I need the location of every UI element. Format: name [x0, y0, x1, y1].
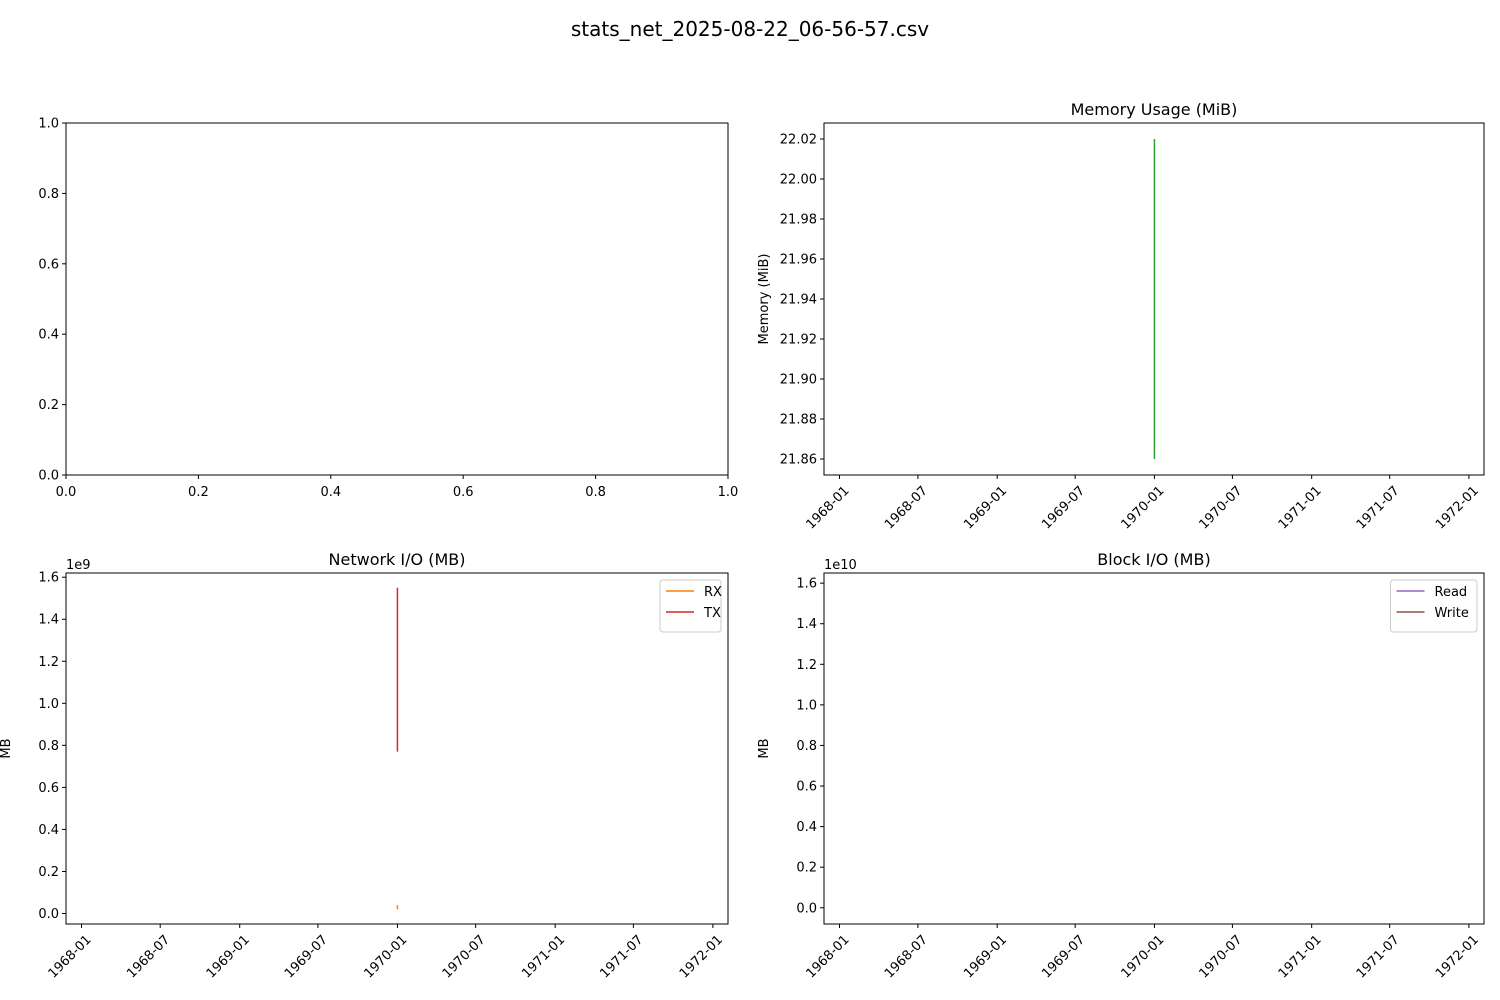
charts-network-y-scale-offset: 1e9 [66, 558, 91, 573]
charts-empty-y-tick-label: 0.0 [38, 469, 59, 484]
charts-empty-x-tick-label: 1.0 [718, 485, 739, 500]
charts-network-legend-label-rx: RX [704, 585, 722, 600]
charts-network-y-tick-label: 1.6 [38, 571, 59, 586]
charts-network-legend-label-tx: TX [703, 606, 721, 621]
charts-empty-x-tick-label: 0.4 [320, 485, 341, 500]
charts-block-legend-label-write: Write [1435, 606, 1469, 621]
charts-block-y-axis-label: MB [757, 738, 772, 758]
charts-block-y-scale-offset: 1e10 [824, 558, 857, 573]
charts-empty-plot-area [65, 122, 729, 476]
charts-block-y-tick-label: 0.8 [796, 739, 817, 754]
charts-memory-y-tick-label: 21.86 [780, 453, 817, 468]
charts-block-y-tick-label: 1.4 [796, 617, 817, 632]
charts-network-panel: Network I/O (MB) MB 1e9 0.0 0.2 0.4 0.6 0.8 1.0 1… [0, 550, 729, 981]
charts-empty-x-tick-label: 0.0 [56, 485, 77, 500]
charts-block-y-tick-label: 1.2 [796, 658, 817, 673]
charts-block-y-tick-label: 1.0 [796, 698, 817, 713]
charts-block-plot-area [823, 572, 1485, 925]
charts-network-title: Network I/O (MB) [329, 550, 466, 569]
charts-empty-y-tick-label: 0.4 [38, 328, 59, 343]
charts-network-y-tick-label: 1.2 [38, 655, 59, 670]
charts-block-legend-label-read: Read [1435, 585, 1468, 600]
charts-memory-y-axis-label: Memory (MiB) [757, 254, 772, 345]
charts-empty-y-tick-label: 0.2 [38, 398, 59, 413]
charts-empty-y-tick-label: 1.0 [38, 117, 59, 132]
charts-network-y-tick-label: 0.0 [38, 907, 59, 922]
charts-memory-y-tick-label: 22.02 [780, 133, 817, 148]
charts-memory-y-tick-label: 21.94 [780, 293, 817, 308]
charts-block-legend-box [1390, 579, 1478, 633]
charts-block-title: Block I/O (MB) [1097, 550, 1210, 569]
charts-network-legend: RX TX [659, 579, 722, 633]
charts-block-y-tick-label: 0.6 [796, 780, 817, 795]
charts-empty-x-tick-label: 0.8 [585, 485, 606, 500]
charts-memory-y-tick-label: 21.98 [780, 213, 817, 228]
subplots-grid: 0.0 0.2 0.4 0.6 0.8 1.0 0.0 0.2 0.4 0.6 0.8 1.0 Memo… [0, 100, 1485, 981]
charts-memory-title: Memory Usage (MiB) [1071, 100, 1238, 119]
charts-block-y-tick-label: 0.0 [796, 901, 817, 916]
charts-memory-panel: Memory Usage (MiB) Memory (MiB) 21.86 21.88… [757, 100, 1485, 532]
charts-network-y-tick-label: 0.8 [38, 739, 59, 754]
charts-block-y-tick-label: 0.2 [796, 861, 817, 876]
charts-empty-x-tick-label: 0.2 [188, 485, 209, 500]
charts-empty-x-tick-label: 0.6 [453, 485, 474, 500]
charts-memory-y-tick-label: 21.88 [780, 413, 817, 428]
charts-empty-y-tick-label: 0.8 [38, 187, 59, 202]
charts-memory-y-tick-label: 22.00 [780, 173, 817, 188]
charts-memory-y-tick-label: 21.90 [780, 373, 817, 388]
charts-network-legend-box [659, 579, 722, 633]
charts-memory-y-tick-label: 21.92 [780, 333, 817, 348]
charts-block-legend: Read Write [1390, 579, 1478, 633]
charts-network-y-axis-label: MB [0, 738, 14, 758]
charts-network-y-tick-label: 0.2 [38, 865, 59, 880]
charts-block-panel: Block I/O (MB) MB 1e10 0.0 0.2 0.4 0.6 0.8 1.0 1.… [757, 550, 1485, 981]
charts-memory-y-tick-label: 21.96 [780, 253, 817, 268]
charts-network-y-tick-label: 1.4 [38, 613, 59, 628]
charts-empty-panel: 0.0 0.2 0.4 0.6 0.8 1.0 0.0 0.2 0.4 0.6 0.8 1.0 [38, 117, 738, 501]
charts-block-y-tick-label: 0.4 [796, 820, 817, 835]
charts-block-y-tick-label: 1.6 [796, 577, 817, 592]
charts-network-y-tick-label: 1.0 [38, 697, 59, 712]
charts-network-y-tick-label: 0.4 [38, 823, 59, 838]
charts-empty-y-tick-label: 0.6 [38, 257, 59, 272]
charts-network-y-tick-label: 0.6 [38, 781, 59, 796]
figure-title: stats_net_2025-08-22_06-56-57.csv [571, 17, 929, 41]
